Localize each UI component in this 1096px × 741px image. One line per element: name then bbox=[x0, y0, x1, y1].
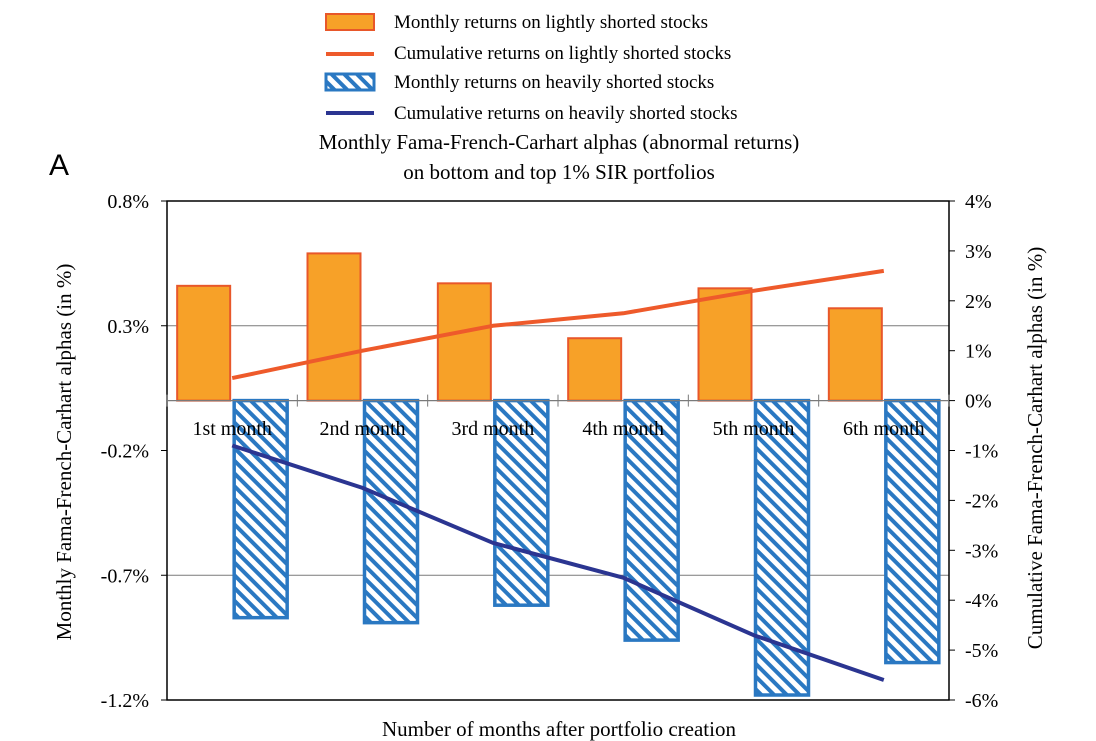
y-left-tick-label: -0.7% bbox=[101, 565, 149, 587]
y-left-tick-label: 0.8% bbox=[107, 191, 149, 213]
bar-light-monthly bbox=[176, 284, 232, 402]
y-right-tick-label: 1% bbox=[965, 341, 992, 363]
y-right-tick-label: -3% bbox=[965, 540, 998, 562]
legend-swatch-heavy-bar bbox=[324, 72, 376, 92]
y-right-tick-label: 0% bbox=[965, 391, 992, 413]
y-right-tick-label: 3% bbox=[965, 241, 992, 263]
y-right-tick-label: -5% bbox=[965, 640, 998, 662]
legend-label-light-line: Cumulative returns on lightly shorted st… bbox=[394, 43, 731, 64]
x-axis-label: Number of months after portfolio creatio… bbox=[382, 717, 736, 741]
bar-light-monthly bbox=[567, 337, 623, 402]
bar-light-monthly bbox=[306, 252, 362, 402]
legend-swatch-light-bar bbox=[325, 13, 375, 31]
y-right-tick-label: -6% bbox=[965, 690, 998, 712]
chart-title: Monthly Fama-French-Carhart alphas (abno… bbox=[319, 130, 800, 154]
legend: Monthly returns on lightly shorted stock… bbox=[324, 12, 738, 124]
y-right-tick-label: 4% bbox=[965, 191, 992, 213]
x-tick-label: 3rd month bbox=[451, 418, 534, 440]
y-right-tick-label: -4% bbox=[965, 590, 998, 612]
y-left-tick-label: -1.2% bbox=[101, 690, 149, 712]
legend-label-heavy-line: Cumulative returns on heavily shorted st… bbox=[394, 103, 738, 124]
line-light-cumulative bbox=[231, 268, 885, 381]
bar-light-monthly bbox=[697, 287, 753, 402]
y-left-tick-label: -0.2% bbox=[101, 441, 149, 463]
chart-subtitle: on bottom and top 1% SIR portfolios bbox=[403, 160, 715, 184]
legend-label-light-bar: Monthly returns on lightly shorted stock… bbox=[394, 12, 708, 33]
y-right-tick-label: -2% bbox=[965, 490, 998, 512]
y-left-tick-label: 0.3% bbox=[107, 316, 149, 338]
line-heavy-cumulative bbox=[231, 443, 885, 682]
bar-light-monthly bbox=[827, 307, 883, 402]
panel-label: A bbox=[49, 149, 69, 182]
bar-heavy-monthly bbox=[232, 398, 289, 620]
y-axis-right-label: Cumulative Fama-French-Carhart alphas (i… bbox=[1023, 247, 1047, 649]
y-right-tick-label: -1% bbox=[965, 441, 998, 463]
legend-label-heavy-bar: Monthly returns on heavily shorted stock… bbox=[394, 72, 714, 93]
x-tick-label: 5th month bbox=[713, 418, 795, 440]
x-tick-label: 1st month bbox=[192, 418, 271, 440]
x-tick-label: 4th month bbox=[582, 418, 664, 440]
x-tick-label: 2nd month bbox=[319, 418, 405, 440]
x-tick-label: 6th month bbox=[843, 418, 925, 440]
y-axis-left-label: Monthly Fama-French-Carhart alphas (in %… bbox=[52, 264, 76, 641]
bar-heavy-monthly bbox=[362, 398, 420, 625]
y-right-tick-label: 2% bbox=[965, 291, 992, 313]
bar-light-monthly bbox=[436, 282, 492, 402]
